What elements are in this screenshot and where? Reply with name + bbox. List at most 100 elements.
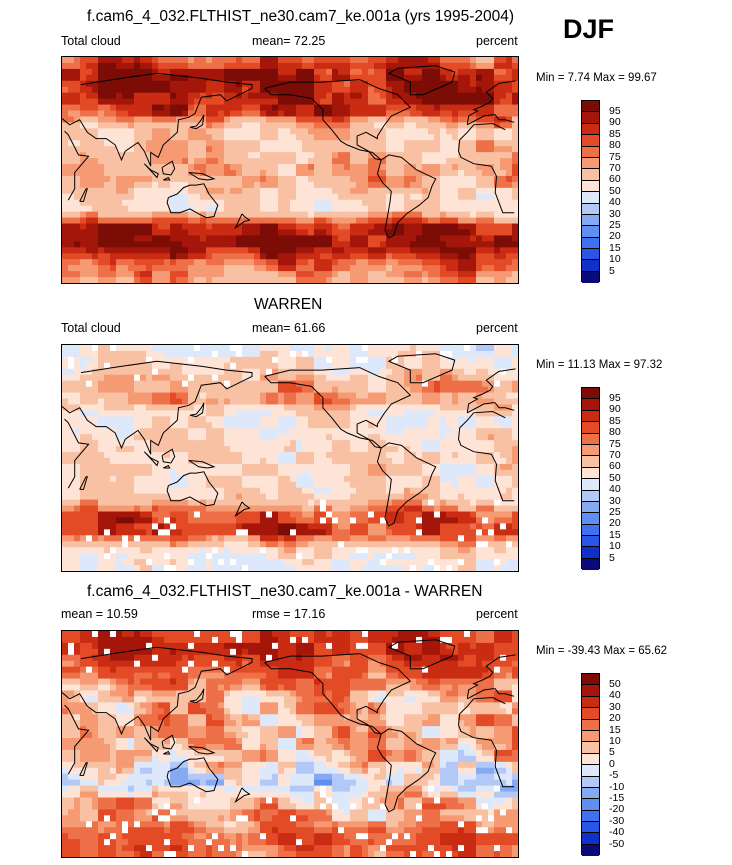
field-cell bbox=[278, 362, 285, 370]
field-cell bbox=[314, 356, 321, 364]
field-cell bbox=[80, 128, 87, 135]
field-cell bbox=[266, 164, 273, 171]
field-cell bbox=[320, 98, 327, 106]
field-cell bbox=[332, 410, 339, 417]
field-cell bbox=[476, 217, 483, 225]
field-cell bbox=[254, 410, 261, 417]
field-cell bbox=[254, 356, 261, 364]
field-cell bbox=[476, 170, 483, 177]
field-cell bbox=[452, 134, 459, 141]
field-cell bbox=[260, 122, 267, 129]
field-cell bbox=[140, 392, 147, 400]
field-cell bbox=[362, 57, 369, 64]
field-cell bbox=[476, 416, 483, 423]
field-cell bbox=[98, 404, 105, 412]
field-cell bbox=[512, 428, 518, 435]
field-cell bbox=[392, 241, 399, 248]
field-cell bbox=[62, 356, 69, 364]
field-cell bbox=[482, 104, 489, 112]
field-cell bbox=[398, 475, 405, 483]
field-cell bbox=[80, 193, 87, 201]
field-cell bbox=[440, 428, 447, 435]
field-cell bbox=[266, 199, 273, 207]
field-cell bbox=[122, 181, 129, 189]
field-cell bbox=[62, 235, 69, 242]
field-cell bbox=[104, 475, 111, 483]
field-cell bbox=[266, 152, 273, 159]
field-cell bbox=[296, 368, 303, 376]
field-cell bbox=[254, 98, 261, 106]
field-cell bbox=[290, 410, 297, 417]
field-cell bbox=[62, 170, 69, 177]
field-cell bbox=[62, 345, 69, 352]
field-cell bbox=[308, 175, 315, 183]
field-cell bbox=[392, 271, 399, 278]
field-cell bbox=[296, 392, 303, 400]
field-cell bbox=[266, 68, 273, 76]
field-cell bbox=[122, 434, 129, 441]
field-cell bbox=[476, 380, 483, 388]
field-cell bbox=[104, 164, 111, 171]
field-cell bbox=[86, 74, 93, 82]
field-cell bbox=[314, 181, 321, 189]
field-cell bbox=[170, 487, 177, 495]
field-cell bbox=[266, 475, 273, 483]
field-cell bbox=[404, 386, 411, 394]
field-cell bbox=[128, 475, 135, 483]
field-cell bbox=[128, 463, 135, 471]
field-cell bbox=[92, 187, 99, 195]
field-cell bbox=[74, 380, 81, 388]
field-cell bbox=[452, 158, 459, 165]
field-cell bbox=[266, 110, 273, 118]
field-cell bbox=[110, 110, 117, 118]
field-cell bbox=[128, 110, 135, 118]
field-cell bbox=[380, 235, 387, 242]
field-cell bbox=[92, 158, 99, 165]
field-cell bbox=[500, 398, 507, 406]
field-cell bbox=[464, 122, 471, 129]
field-cell bbox=[200, 368, 207, 376]
field-cell bbox=[98, 469, 105, 477]
field-cell bbox=[476, 152, 483, 159]
field-cell bbox=[434, 404, 441, 412]
field-cell bbox=[254, 217, 261, 225]
field-cell bbox=[62, 62, 69, 70]
field-cell bbox=[512, 458, 518, 465]
field-cell bbox=[326, 68, 333, 76]
field-cell bbox=[464, 463, 471, 471]
field-cell bbox=[194, 428, 201, 435]
field-cell bbox=[356, 422, 363, 429]
field-cell bbox=[386, 410, 393, 417]
field-cell bbox=[404, 350, 411, 358]
field-cell bbox=[302, 80, 309, 88]
field-cell bbox=[122, 265, 129, 272]
field-cell bbox=[398, 229, 405, 237]
field-cell bbox=[146, 199, 153, 207]
colorbar-swatch bbox=[582, 101, 599, 113]
field-cell bbox=[260, 211, 267, 219]
field-cell bbox=[254, 193, 261, 201]
field-cell bbox=[86, 235, 93, 242]
field-cell bbox=[500, 392, 507, 400]
field-cell bbox=[218, 217, 225, 225]
field-cell bbox=[170, 158, 177, 165]
field-cell bbox=[506, 362, 513, 370]
coastline bbox=[166, 183, 219, 219]
field-cell bbox=[338, 235, 345, 242]
field-cell bbox=[440, 164, 447, 171]
field-cell bbox=[512, 98, 518, 106]
field-cell bbox=[212, 164, 219, 171]
field-cell bbox=[326, 199, 333, 207]
field-cell bbox=[92, 374, 99, 382]
field-cell bbox=[368, 152, 375, 159]
field-cell bbox=[206, 235, 213, 242]
field-cell bbox=[320, 229, 327, 237]
field-cell bbox=[92, 175, 99, 183]
field-cell bbox=[116, 217, 123, 225]
field-cell bbox=[122, 422, 129, 429]
field-cell bbox=[212, 398, 219, 406]
field-cell bbox=[308, 68, 315, 76]
field-cell bbox=[62, 493, 69, 501]
field-cell bbox=[368, 446, 375, 453]
field-cell bbox=[308, 170, 315, 177]
